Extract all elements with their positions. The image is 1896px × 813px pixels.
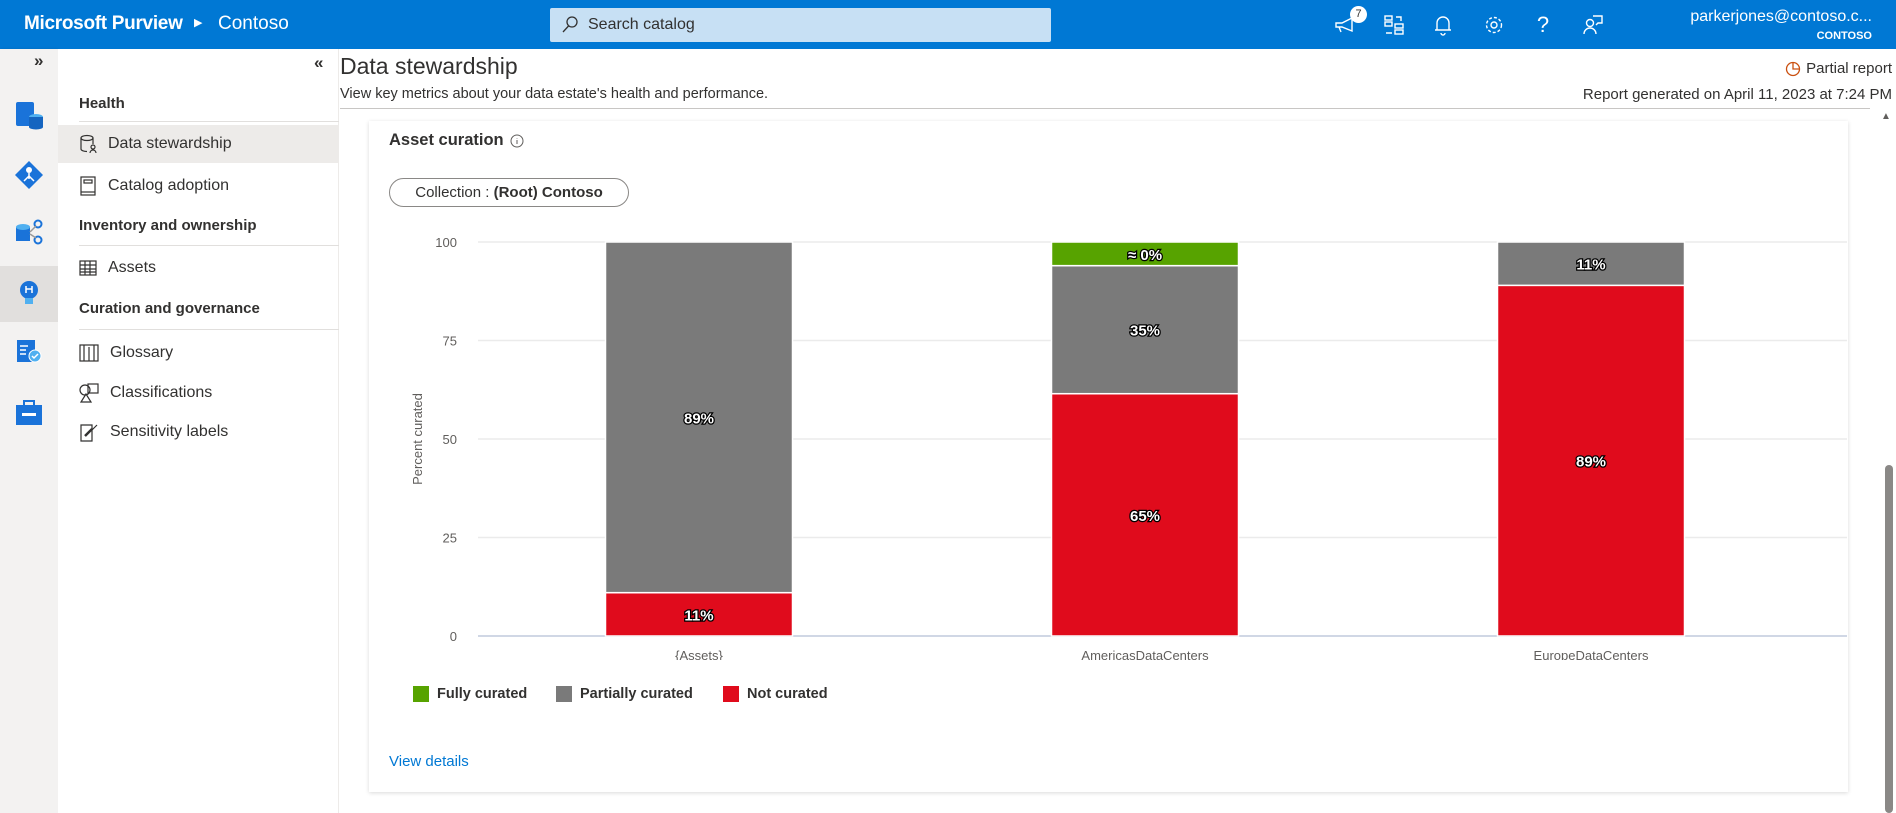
asset-curation-chart: 0 25 50 75 100 Percent curated 11% 89% {Assets} 6… <box>410 235 1847 660</box>
data-label: 11% <box>684 607 713 624</box>
header-divider <box>340 108 1870 109</box>
nav-section-health: Health <box>79 95 125 112</box>
data-catalog-icon[interactable] <box>10 156 48 194</box>
search-placeholder: Search catalog <box>588 16 695 33</box>
glossary-icon <box>79 344 99 362</box>
legend-label: Fully curated <box>437 686 528 702</box>
management-icon[interactable] <box>10 394 48 432</box>
nav-item-data-stewardship[interactable]: Data stewardship <box>58 125 339 163</box>
breadcrumb-chevron-icon: ▶ <box>194 17 203 29</box>
notification-badge: 7 <box>1350 6 1367 23</box>
insights-icon[interactable] <box>10 274 48 312</box>
nav-item-assets[interactable]: Assets <box>58 249 339 287</box>
legend-swatch <box>556 686 572 702</box>
y-tick-label: 0 <box>450 629 457 644</box>
legend-partially-curated[interactable]: Partially curated <box>556 686 693 702</box>
scrollbar-thumb[interactable] <box>1885 465 1893 813</box>
insights-nav-panel: « Health Data stewardship Catalog adopti… <box>58 49 339 813</box>
scroll-up-arrow-icon[interactable]: ▲ <box>1881 111 1891 122</box>
search-icon <box>562 16 578 33</box>
switch-directory-icon[interactable] <box>1381 12 1407 38</box>
report-timestamp: Report generated on April 11, 2023 at 7:… <box>1582 86 1892 103</box>
pie-chart-icon <box>1785 61 1801 76</box>
nav-item-label: Sensitivity labels <box>110 423 229 440</box>
top-bar: Microsoft Purview ▶ Contoso Search catal… <box>0 0 1896 49</box>
data-map-icon[interactable] <box>10 96 48 134</box>
nav-item-classifications[interactable]: Classifications <box>58 374 339 412</box>
bar-segment-not-curated[interactable] <box>1050 392 1240 637</box>
data-label: 65% <box>1130 508 1160 525</box>
gear-icon[interactable] <box>1481 12 1507 38</box>
y-tick-label: 50 <box>443 432 457 447</box>
info-icon[interactable] <box>510 134 524 148</box>
y-axis-label: Percent curated <box>410 393 425 485</box>
bar-segment-not-curated[interactable] <box>604 591 794 637</box>
nav-divider <box>79 121 339 122</box>
collection-filter-pill[interactable]: Collection : (Root) Contoso <box>389 178 629 207</box>
data-label: 89% <box>1576 454 1606 471</box>
partial-report-link[interactable]: Partial report <box>1785 60 1892 77</box>
data-label: 11% <box>1576 257 1605 274</box>
nav-item-label: Classifications <box>110 384 213 401</box>
legend-swatch <box>413 686 429 702</box>
page-subtitle: View key metrics about your data estate'… <box>340 86 769 102</box>
view-details-link[interactable]: View details <box>389 753 469 770</box>
bar-segment-fully-curated[interactable] <box>1050 241 1240 267</box>
data-label: 35% <box>1130 323 1160 340</box>
book-icon <box>80 176 96 196</box>
card-title: Asset curation <box>389 131 524 150</box>
y-tick-label: 75 <box>443 334 457 349</box>
database-user-icon <box>80 134 97 154</box>
partial-report-label: Partial report <box>1806 60 1892 77</box>
nav-divider <box>79 245 339 246</box>
data-sources-icon[interactable] <box>10 213 48 251</box>
card-title-text: Asset curation <box>389 131 504 149</box>
x-tick-label: AmericasDataCenters <box>1081 648 1209 660</box>
feedback-icon[interactable] <box>1580 12 1606 38</box>
table-icon <box>79 260 97 276</box>
policy-icon[interactable] <box>10 334 48 372</box>
megaphone-icon[interactable] <box>1332 12 1358 38</box>
nav-item-glossary[interactable]: Glossary <box>58 334 339 372</box>
collection-prefix: Collection : <box>415 184 494 201</box>
nav-item-label: Assets <box>108 259 157 276</box>
nav-item-catalog-adoption[interactable]: Catalog adoption <box>58 167 339 205</box>
nav-divider <box>79 329 339 330</box>
nav-item-label: Glossary <box>110 344 174 361</box>
bar-segment-partially-curated[interactable] <box>604 241 794 594</box>
legend-swatch <box>723 686 739 702</box>
nav-item-sensitivity-labels[interactable]: Sensitivity labels <box>58 413 339 451</box>
nav-item-label: Data stewardship <box>108 135 232 152</box>
legend-not-curated[interactable]: Not curated <box>723 686 828 702</box>
bar-segment-not-curated[interactable] <box>1496 284 1686 637</box>
bell-icon[interactable] <box>1430 12 1456 38</box>
nav-section-curation: Curation and governance <box>79 300 260 317</box>
y-tick-label: 100 <box>435 235 457 250</box>
help-icon[interactable]: ? <box>1536 12 1550 37</box>
brand-title[interactable]: Microsoft Purview <box>24 13 183 34</box>
legend-fully-curated[interactable]: Fully curated <box>413 686 527 702</box>
shapes-icon <box>79 383 99 403</box>
expand-rail-button[interactable]: » <box>34 51 44 70</box>
collection-value: (Root) Contoso <box>493 184 603 201</box>
page-title: Data stewardship <box>340 53 518 79</box>
data-label: ≈ 0% <box>1128 247 1162 264</box>
legend-label: Not curated <box>747 686 828 702</box>
collapse-nav-button[interactable]: « <box>314 53 324 72</box>
data-label: 89% <box>684 410 714 427</box>
label-icon <box>80 424 98 442</box>
breadcrumb[interactable]: Contoso <box>218 13 289 34</box>
user-email[interactable]: parkerjones@contoso.c... <box>1690 8 1872 25</box>
nav-item-label: Catalog adoption <box>108 177 229 194</box>
search-input[interactable]: Search catalog <box>550 8 1051 42</box>
y-tick-label: 25 <box>443 531 457 546</box>
bar-segment-partially-curated[interactable] <box>1050 264 1240 395</box>
x-tick-label: EuropeDataCenters <box>1534 648 1649 660</box>
x-tick-label: {Assets} <box>675 648 723 660</box>
nav-section-inventory: Inventory and ownership <box>79 217 257 234</box>
legend-label: Partially curated <box>580 686 693 702</box>
bar-segment-partially-curated[interactable] <box>1496 241 1686 287</box>
tenant-name: CONTOSO <box>1816 30 1872 42</box>
